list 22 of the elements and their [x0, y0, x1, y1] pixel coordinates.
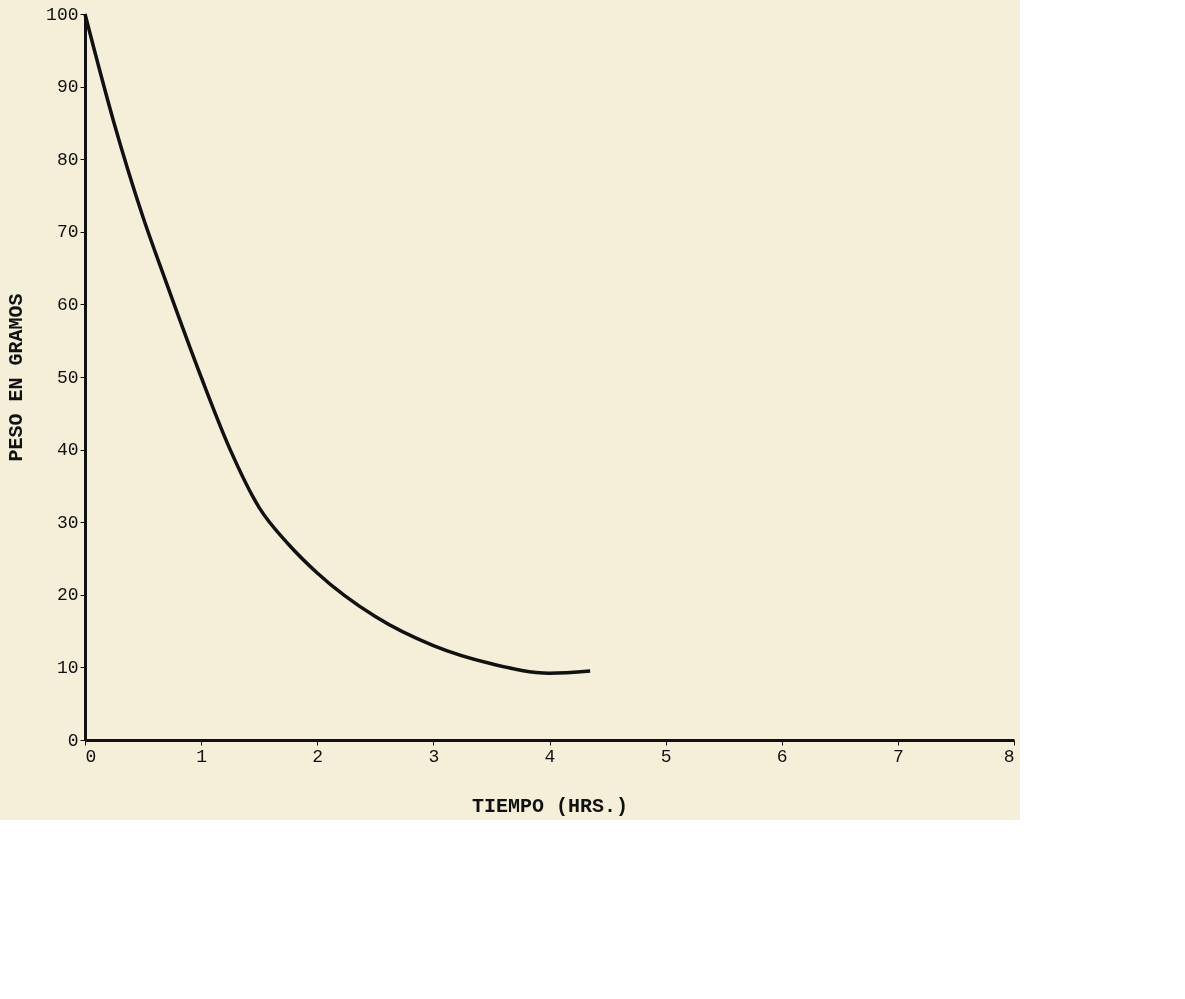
x-tick-label: 7 — [892, 746, 904, 767]
x-axis-title: TIEMPO (HRS.) — [471, 794, 629, 818]
x-tick-label: 4 — [544, 746, 556, 767]
y-tick-label: 0 — [67, 730, 79, 751]
x-tick-label: 0 — [85, 746, 97, 767]
y-tick-label: 40 — [56, 440, 79, 461]
x-tick-label: 2 — [312, 746, 324, 767]
y-tick-label: 70 — [56, 222, 79, 243]
y-tick-label: 30 — [56, 512, 79, 533]
y-tick-label: 100 — [46, 4, 79, 25]
x-tick-label: 3 — [428, 746, 440, 767]
y-axis-title: PESO EN GRAMOS — [5, 293, 29, 462]
y-tick-label: 90 — [56, 77, 79, 98]
x-tick-label: 6 — [776, 746, 788, 767]
y-tick-label: 20 — [56, 585, 79, 606]
x-tick-label: 8 — [1003, 746, 1015, 767]
y-tick-label: 10 — [56, 657, 79, 678]
y-tick-label: 50 — [56, 367, 79, 388]
x-tick-label: 1 — [196, 746, 208, 767]
y-tick-label: 80 — [56, 149, 79, 170]
y-tick-label: 60 — [56, 294, 79, 315]
x-tick-label: 5 — [660, 746, 672, 767]
